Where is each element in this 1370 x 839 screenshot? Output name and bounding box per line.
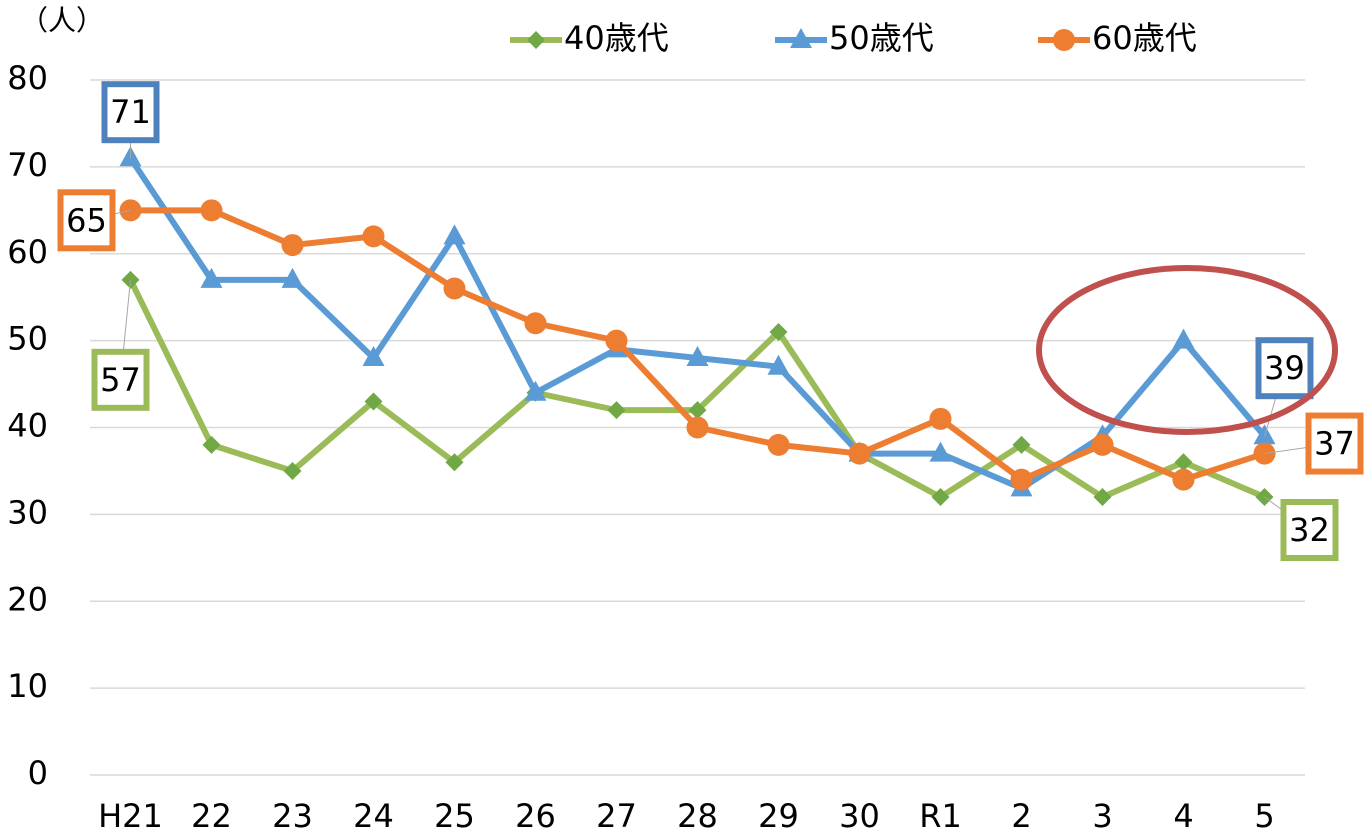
marker — [769, 322, 788, 341]
series: 71 39 — [101, 81, 1314, 497]
series: 57 32 — [91, 270, 1339, 561]
marker — [364, 392, 383, 411]
marker — [1172, 468, 1195, 491]
marker — [445, 453, 464, 472]
label-box — [1255, 337, 1314, 400]
marker — [929, 407, 952, 430]
marker — [524, 312, 547, 335]
legend-label: 50歳代 — [829, 19, 934, 57]
x-tick-label: 4 — [1173, 797, 1193, 835]
y-tick-label: 40 — [7, 407, 48, 445]
marker — [848, 442, 871, 465]
x-tick-label: 3 — [1092, 797, 1112, 835]
data-label: 71 — [110, 93, 151, 131]
marker — [790, 28, 812, 48]
x-tick-label: R1 — [919, 797, 962, 835]
marker — [605, 329, 628, 352]
data-label: 32 — [1289, 511, 1330, 549]
y-tick-label: 10 — [7, 667, 48, 705]
marker — [362, 346, 385, 366]
highlight-ellipse — [1036, 265, 1338, 435]
x-tick-label: H21 — [98, 797, 163, 835]
y-tick-label: 80 — [7, 59, 48, 97]
marker — [281, 234, 304, 257]
x-tick-label: 29 — [758, 797, 799, 835]
marker — [200, 267, 223, 288]
y-tick-label: 30 — [7, 493, 48, 531]
marker — [607, 401, 626, 420]
marker — [1010, 468, 1033, 491]
data-label: 37 — [1314, 425, 1355, 463]
x-tick-label: 28 — [677, 797, 718, 835]
y-axis-label: （人） — [20, 4, 104, 37]
legend-label: 60歳代 — [1092, 19, 1197, 57]
label-box — [1280, 499, 1339, 561]
marker — [929, 441, 952, 462]
x-tick-label: 26 — [515, 797, 556, 835]
marker — [362, 225, 385, 248]
marker — [1172, 328, 1195, 349]
marker — [527, 31, 545, 49]
y-tick-label: 70 — [7, 146, 48, 184]
label-box — [101, 81, 160, 144]
x-tick-label: 23 — [272, 797, 313, 835]
plot-area: 57 32 71 39 65 37 — [57, 79, 1364, 776]
series: 65 37 — [57, 189, 1364, 491]
marker — [443, 277, 466, 300]
marker — [200, 199, 223, 222]
marker — [686, 416, 709, 439]
marker — [767, 433, 790, 456]
marker — [202, 435, 221, 454]
marker — [443, 224, 466, 245]
x-tick-label: 24 — [353, 797, 394, 835]
y-tick-label: 20 — [7, 580, 48, 618]
label-box — [1305, 412, 1364, 475]
marker — [686, 346, 709, 366]
data-label: 57 — [100, 361, 141, 399]
marker — [767, 354, 790, 375]
x-tick-label: 22 — [191, 797, 232, 835]
marker — [283, 461, 302, 480]
x-tick-label: 27 — [596, 797, 637, 835]
legend-label: 40歳代 — [564, 19, 669, 57]
label-box — [91, 348, 150, 411]
y-tick-label: 50 — [7, 320, 48, 358]
y-tick-label: 0 — [28, 754, 48, 792]
marker — [1174, 453, 1193, 472]
line — [127, 278, 1266, 500]
marker — [1253, 424, 1276, 445]
marker — [1093, 488, 1112, 506]
marker — [1012, 435, 1031, 454]
marker — [1053, 29, 1075, 51]
x-tick-label: 5 — [1254, 797, 1274, 835]
marker — [931, 488, 950, 506]
marker — [1091, 433, 1114, 456]
x-tick-label: 2 — [1011, 797, 1031, 835]
marker — [688, 401, 707, 420]
y-tick-label: 60 — [7, 233, 48, 271]
data-label: 39 — [1264, 349, 1305, 387]
data-label: 65 — [66, 201, 107, 239]
marker — [524, 380, 547, 401]
x-tick-label: 30 — [839, 797, 880, 835]
x-tick-label: 25 — [434, 797, 475, 835]
label-box — [57, 189, 116, 252]
marker — [281, 267, 304, 288]
